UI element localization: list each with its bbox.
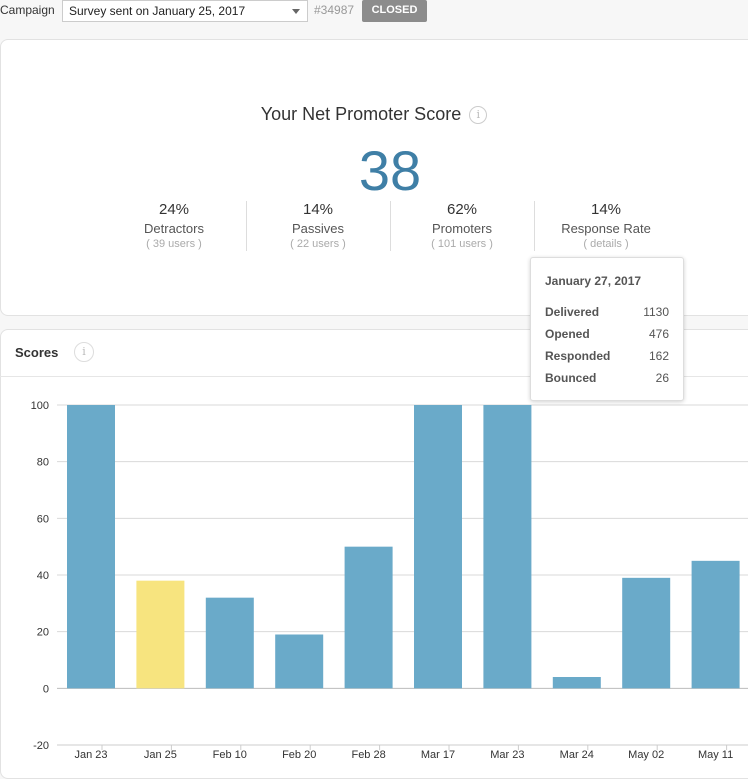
tooltip-row-label: Bounced bbox=[545, 371, 597, 385]
stat-percent: 24% bbox=[158, 201, 190, 218]
tooltip-row-bounced: Bounced 26 bbox=[545, 371, 669, 385]
bar-jan-23 bbox=[67, 405, 115, 689]
response-rate-tooltip: January 27, 2017 Delivered 1130 Opened 4… bbox=[530, 257, 684, 401]
x-tick-label: Feb 20 bbox=[282, 749, 316, 761]
stat-percent: 62% bbox=[446, 201, 478, 218]
nps-title-text: Your Net Promoter Score bbox=[260, 104, 462, 124]
stat-detractors: 24% Detractors ( 39 users ) bbox=[104, 201, 244, 250]
scores-title: Scores bbox=[15, 345, 59, 360]
stat-label: Detractors bbox=[144, 221, 204, 236]
y-tick-label: 60 bbox=[37, 513, 49, 525]
x-tick-label: Jan 23 bbox=[74, 749, 107, 761]
bar-mar-24 bbox=[552, 677, 601, 689]
status-badge: CLOSED bbox=[362, 0, 427, 22]
bar-feb-20 bbox=[275, 634, 324, 689]
bar-feb-10 bbox=[205, 597, 254, 689]
stat-users: ( 22 users ) bbox=[290, 238, 346, 250]
bar-mar-17 bbox=[414, 405, 462, 689]
campaign-toolbar: Campaign Survey sent on January 25, 2017… bbox=[0, 0, 748, 26]
x-tick-label: Mar 23 bbox=[490, 749, 524, 761]
x-tick-label: May 11 bbox=[698, 749, 733, 761]
bar-jan-25 bbox=[136, 580, 185, 689]
y-tick-label: 0 bbox=[43, 683, 49, 695]
tooltip-row-label: Responded bbox=[545, 349, 611, 363]
y-tick-label: 20 bbox=[37, 627, 49, 639]
bar-mar-23 bbox=[483, 405, 532, 689]
stat-label: Promoters bbox=[432, 221, 492, 236]
tooltip-row-value: 162 bbox=[648, 349, 669, 363]
bar-feb-28 bbox=[344, 546, 393, 689]
scores-bar-chart: 100 80 60 40 20 0 -20 Jan 23 Jan 25 Feb 10 Feb 20 F… bbox=[31, 400, 748, 761]
campaign-id: #34987 bbox=[314, 3, 355, 17]
campaign-select[interactable]: Survey sent on January 25, 2017 bbox=[62, 0, 308, 22]
y-tick-label: 40 bbox=[37, 570, 49, 582]
info-icon[interactable]: i bbox=[469, 106, 488, 125]
stat-label: Response Rate bbox=[561, 221, 651, 236]
tooltip-row-label: Opened bbox=[545, 327, 590, 341]
stat-divider bbox=[534, 201, 535, 251]
stat-users: ( 101 users ) bbox=[431, 238, 493, 250]
tooltip-row-label: Delivered bbox=[545, 305, 600, 319]
tooltip-row-delivered: Delivered 1130 bbox=[545, 305, 669, 319]
tooltip-row-value: 1130 bbox=[643, 305, 669, 319]
y-tick-label: -20 bbox=[33, 740, 49, 752]
campaign-label: Campaign bbox=[0, 3, 55, 17]
stat-percent: 14% bbox=[590, 201, 622, 218]
bar-may-02 bbox=[622, 577, 671, 689]
y-tick-label: 100 bbox=[31, 400, 49, 412]
info-icon[interactable]: i bbox=[74, 342, 94, 362]
y-tick-label: 80 bbox=[37, 457, 49, 469]
tooltip-row-value: 26 bbox=[655, 371, 669, 385]
x-tick-label: Feb 10 bbox=[213, 749, 247, 761]
campaign-select-value: Survey sent on January 25, 2017 bbox=[69, 4, 246, 18]
nps-title: Your Net Promoter Score i bbox=[0, 104, 748, 125]
stat-passives: 14% Passives ( 22 users ) bbox=[248, 201, 388, 250]
tooltip-row-responded: Responded 162 bbox=[545, 349, 669, 363]
x-tick-label: Jan 25 bbox=[144, 749, 177, 761]
tooltip-row-value: 476 bbox=[648, 327, 669, 341]
stat-divider bbox=[246, 201, 247, 251]
x-tick-label: May 02 bbox=[628, 749, 664, 761]
stat-promoters: 62% Promoters ( 101 users ) bbox=[392, 201, 532, 250]
nps-score: 38 bbox=[358, 139, 422, 202]
stat-divider bbox=[390, 201, 391, 251]
stat-response-rate[interactable]: 14% Response Rate ( details ) bbox=[536, 201, 676, 250]
x-tick-label: Feb 28 bbox=[351, 749, 385, 761]
stat-label: Passives bbox=[291, 221, 345, 236]
bar-may-11 bbox=[691, 560, 740, 689]
chevron-down-icon bbox=[292, 9, 300, 14]
stat-percent: 14% bbox=[302, 201, 334, 218]
tooltip-row-opened: Opened 476 bbox=[545, 327, 669, 341]
details-link[interactable]: ( details ) bbox=[583, 238, 629, 250]
divider bbox=[0, 376, 748, 377]
x-tick-label: Mar 24 bbox=[560, 749, 594, 761]
stat-users: ( 39 users ) bbox=[146, 238, 202, 250]
x-tick-label: Mar 17 bbox=[421, 749, 455, 761]
tooltip-title: January 27, 2017 bbox=[545, 274, 642, 288]
